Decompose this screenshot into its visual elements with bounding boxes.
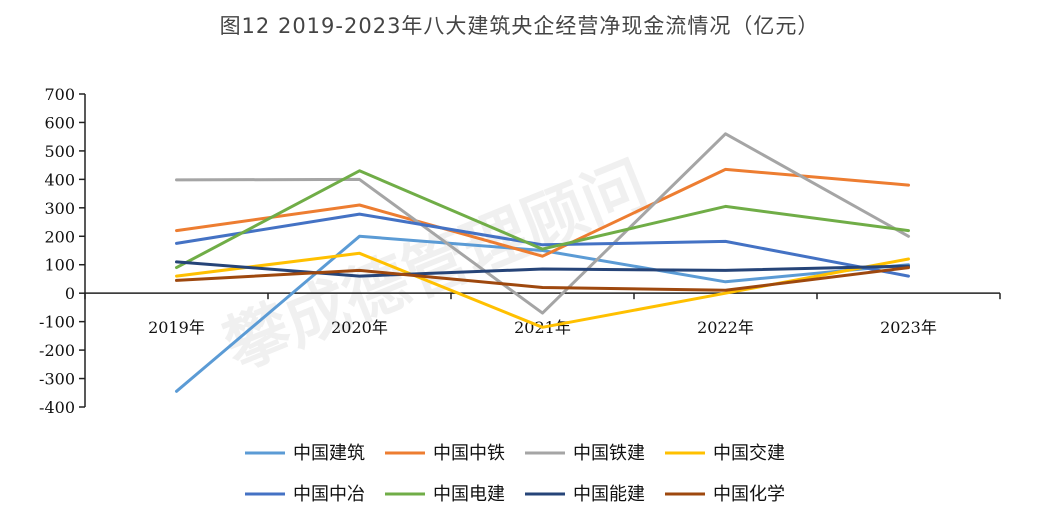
legend-label: 中国交建 [713,443,785,464]
y-tick-label: 0 [65,284,75,303]
x-tick-label: 2019年 [148,318,205,337]
series-line-7 [175,260,910,278]
legend-label: 中国中冶 [293,484,365,505]
legend-label: 中国电建 [433,484,505,505]
chart-title: 图12 2019-2023年八大建筑央企经营净现金流情况（亿元） [219,14,820,38]
y-tick-label: -200 [39,341,75,360]
series-lines [175,132,910,393]
y-tick-label: 200 [44,227,75,246]
legend-label: 中国铁建 [573,443,645,464]
y-tick-label: 500 [44,142,75,161]
y-tick-label: 100 [44,256,75,275]
legend-label: 中国能建 [573,484,645,505]
y-tick-label: 600 [44,113,75,132]
series-line-6 [175,169,910,270]
axes: 700 600 500 400 300 200 100 0 -100 -200 -300 -400 20… [39,85,1001,417]
series-line-5 [175,212,910,278]
y-tick-label: 400 [44,170,75,189]
x-tick-label: 2023年 [880,318,937,337]
series-line-4 [175,251,910,329]
series-line-2 [175,167,910,258]
x-tick-label: 2020年 [331,318,388,337]
y-tick-label: 300 [44,199,75,218]
y-tick-label: -100 [39,313,75,332]
legend-label: 中国建筑 [293,443,365,464]
legend-label: 中国化学 [713,484,785,505]
legend-label: 中国中铁 [433,443,505,464]
y-tick-label: -300 [39,370,75,389]
series-line-8 [175,266,910,292]
y-tick-label: -400 [39,398,75,417]
x-tick-label: 2022年 [697,318,754,337]
y-tick-label: 700 [44,85,75,104]
series-line-3 [175,132,910,315]
